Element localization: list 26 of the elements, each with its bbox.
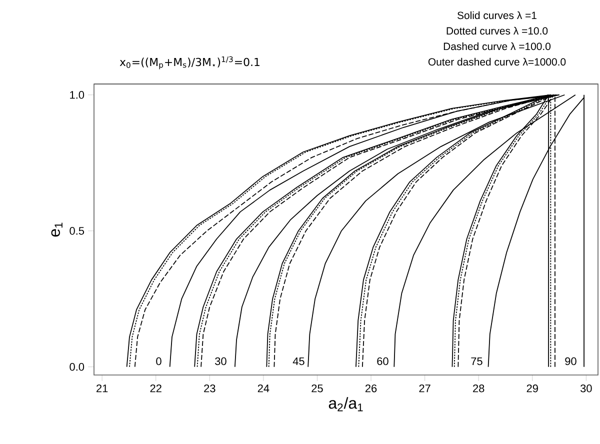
annotation: 45 xyxy=(292,357,304,366)
y-tick-label: 1.0 xyxy=(70,91,84,99)
annotation: 90 xyxy=(565,357,576,366)
text: x$_{0}$=((M$_{p}$+M$_{s}$)/3M$_{⋆}$)$^{1/3}$=0.1 xyxy=(120,56,260,70)
y-axis-title: e$_{1}$ xyxy=(51,222,62,237)
text: Dotted curves λ =10.0 xyxy=(446,26,548,35)
text: Outer dashed curve λ=1000.0 xyxy=(428,58,566,66)
x-tick-label: 25 xyxy=(312,384,323,392)
text: Solid curves λ =1 xyxy=(458,11,536,20)
annotation: 60 xyxy=(377,357,388,366)
y-tick-label: 0.5 xyxy=(70,226,84,235)
x-tick-label: 28 xyxy=(473,384,484,392)
annotation: 0 xyxy=(156,357,162,366)
text: Dashed curve λ =100.0 xyxy=(444,42,551,50)
y-tick-label: 0.0 xyxy=(70,362,84,371)
x-axis-title: a$_{2}$/a$_{1}$ xyxy=(328,397,363,412)
annotation: 30 xyxy=(215,357,226,366)
x-tick-label: 21 xyxy=(96,384,108,392)
annotation: 75 xyxy=(471,357,482,366)
x-tick-label: 30 xyxy=(580,384,592,392)
x-tick-label: 29 xyxy=(526,384,538,392)
x-tick-label: 24 xyxy=(258,384,270,392)
x-tick-label: 27 xyxy=(419,384,430,392)
x-tick-label: 23 xyxy=(204,384,216,392)
x-tick-label: 26 xyxy=(365,384,377,392)
x-tick-label: 22 xyxy=(150,384,162,392)
